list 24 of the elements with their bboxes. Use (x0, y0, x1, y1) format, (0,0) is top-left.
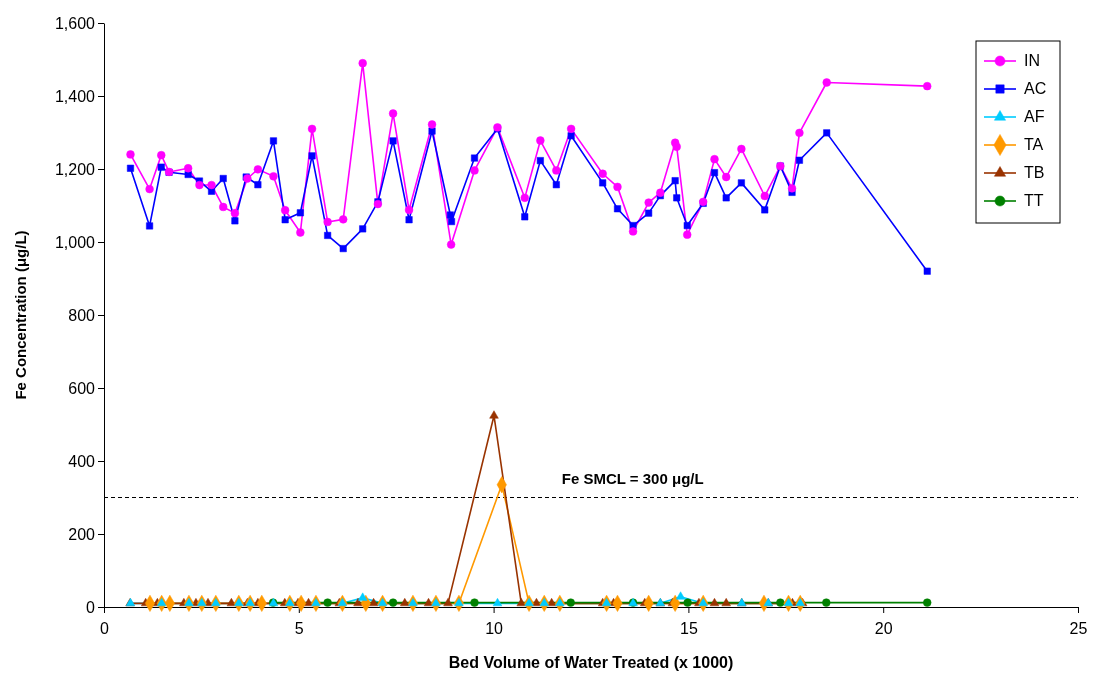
x-tick-label: 25 (1069, 619, 1088, 637)
ref-line-label: Fe SMCL = 300 μg/L (561, 469, 704, 487)
legend-label: IN (1024, 52, 1040, 69)
y-tick-label: 400 (68, 452, 96, 470)
y-tick-label: 800 (68, 306, 96, 324)
legend-label: TB (1024, 164, 1045, 181)
y-tick-label: 1,200 (54, 160, 96, 178)
y-tick-label: 0 (86, 598, 96, 616)
x-tick-label: 15 (680, 619, 698, 637)
legend-label: TT (1024, 192, 1044, 209)
legend-label: AF (1024, 108, 1045, 125)
y-axis-title: Fe Concentration (μg/L) (12, 230, 29, 400)
x-tick-label: 5 (294, 619, 304, 637)
legend-label: AC (1024, 80, 1047, 97)
y-tick-label: 1,600 (54, 14, 96, 32)
y-tick-label: 1,000 (54, 233, 96, 251)
x-tick-label: 0 (100, 619, 110, 637)
y-tick-label: 200 (68, 525, 96, 543)
x-tick-label: 10 (485, 619, 504, 637)
x-tick-label: 20 (874, 619, 893, 637)
y-tick-label: 1,400 (54, 87, 96, 105)
legend-label: TA (1024, 136, 1044, 153)
x-axis-title: Bed Volume of Water Treated (x 1000) (448, 654, 734, 671)
y-tick-label: 600 (68, 379, 96, 397)
